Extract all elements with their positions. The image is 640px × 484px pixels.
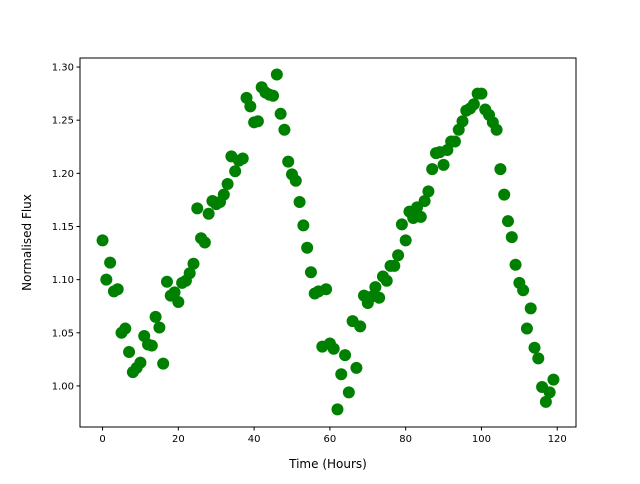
y-tick-label: 1.30	[52, 63, 74, 74]
data-point	[331, 403, 344, 416]
data-point	[157, 357, 170, 370]
data-point	[134, 356, 147, 369]
data-point	[528, 341, 541, 354]
x-tick-label: 40	[248, 434, 261, 445]
data-point	[505, 231, 518, 244]
data-point	[350, 361, 363, 374]
data-point	[282, 155, 295, 168]
data-point	[304, 266, 317, 279]
data-point	[111, 283, 124, 296]
data-point	[524, 302, 537, 315]
data-point	[380, 274, 393, 287]
data-point	[168, 286, 181, 299]
data-point	[414, 210, 427, 223]
data-point	[96, 234, 109, 247]
x-tick-label: 80	[399, 434, 412, 445]
data-point	[320, 283, 333, 296]
data-point	[373, 291, 386, 304]
data-point	[354, 320, 367, 333]
data-point	[392, 249, 405, 262]
y-tick-label: 1.10	[52, 275, 74, 286]
x-tick-label: 100	[472, 434, 491, 445]
data-point	[301, 241, 314, 254]
y-tick-label: 1.25	[52, 116, 74, 127]
data-point	[251, 115, 264, 128]
data-point	[342, 386, 355, 399]
x-tick-label: 120	[548, 434, 567, 445]
data-point	[532, 352, 545, 365]
data-point	[509, 258, 522, 271]
data-point	[270, 68, 283, 81]
data-point	[274, 107, 287, 120]
data-point	[426, 163, 439, 176]
y-axis-ticks: 1.00 1.05 1.10 1.15 1.20 1.25 1.30	[52, 63, 80, 392]
data-point	[293, 196, 306, 209]
data-point	[297, 219, 310, 232]
data-point	[217, 188, 230, 201]
data-point	[501, 215, 514, 228]
axes-frame	[79, 57, 577, 428]
data-point	[119, 322, 132, 335]
data-point	[278, 123, 291, 136]
data-point	[437, 158, 450, 171]
data-point	[418, 194, 431, 207]
data-point	[517, 284, 530, 297]
y-axis-label: Normalised Flux	[20, 194, 34, 291]
data-point	[172, 295, 185, 308]
data-point	[244, 100, 257, 113]
data-point	[369, 281, 382, 294]
x-tick-label: 20	[172, 434, 185, 445]
data-point	[498, 188, 511, 201]
data-point	[236, 152, 249, 165]
data-point	[456, 115, 469, 128]
data-point	[467, 98, 480, 111]
data-point	[187, 257, 200, 270]
data-point	[547, 373, 560, 386]
y-tick-label: 1.00	[52, 381, 74, 392]
data-point	[100, 273, 113, 286]
data-point	[327, 342, 340, 355]
data-point	[490, 123, 503, 136]
data-point	[202, 207, 215, 220]
x-axis-label: Time (Hours)	[288, 457, 367, 471]
x-tick-label: 60	[324, 434, 337, 445]
data-point	[399, 234, 412, 247]
data-point	[289, 174, 302, 187]
data-point	[123, 345, 136, 358]
data-point	[539, 395, 552, 408]
data-point	[229, 165, 242, 178]
data-point	[543, 386, 556, 399]
data-point	[520, 322, 533, 335]
y-tick-label: 1.05	[52, 328, 74, 339]
data-point	[475, 87, 488, 100]
data-point	[267, 89, 280, 102]
data-point	[339, 349, 352, 362]
x-axis-ticks: 0 20 40 60 80 100 120	[99, 427, 567, 445]
data-point	[153, 321, 166, 334]
data-point	[198, 236, 211, 249]
data-points	[96, 68, 560, 416]
data-point	[160, 275, 173, 288]
x-tick-label: 0	[99, 434, 105, 445]
data-point	[221, 177, 234, 190]
data-point	[191, 202, 204, 215]
data-point	[183, 267, 196, 280]
y-tick-label: 1.15	[52, 222, 74, 233]
data-point	[104, 256, 117, 269]
y-tick-label: 1.20	[52, 169, 74, 180]
data-point	[335, 368, 348, 381]
data-point	[395, 218, 408, 231]
data-point	[494, 163, 507, 176]
data-point	[149, 310, 162, 323]
data-point	[422, 185, 435, 198]
data-point	[448, 135, 461, 148]
data-point	[388, 259, 401, 272]
data-point	[145, 339, 158, 352]
